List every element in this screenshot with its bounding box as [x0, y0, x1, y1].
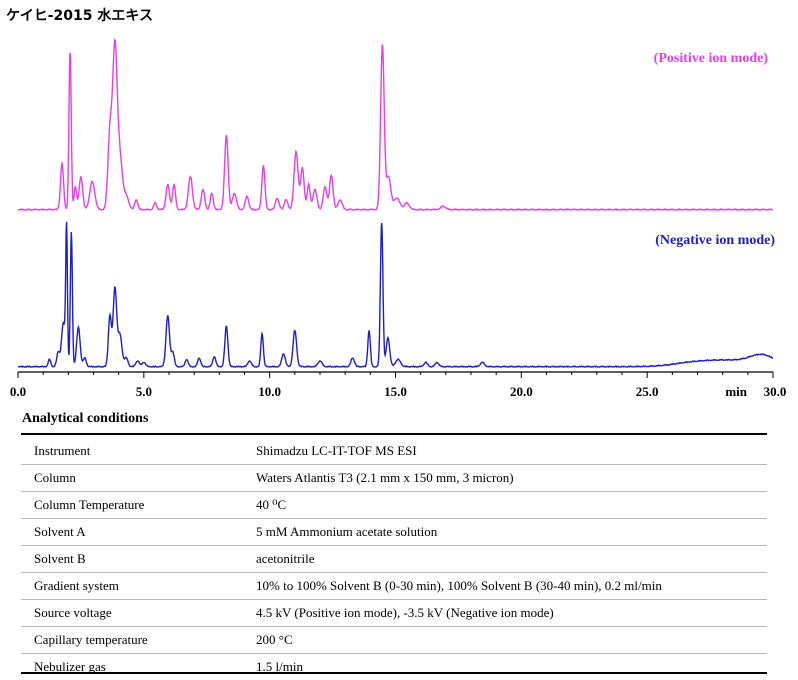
- x-tick-label: 10.0: [258, 384, 281, 399]
- condition-label: Source voltage: [21, 600, 256, 627]
- x-tick-label: 20.0: [510, 384, 533, 399]
- condition-value: Shimadzu LC-IT-TOF MS ESI: [256, 438, 767, 465]
- condition-value: 5 mM Ammonium acetate solution: [256, 519, 767, 546]
- condition-value: acetonitrile: [256, 546, 767, 573]
- condition-label: Column: [21, 465, 256, 492]
- x-tick-label: 15.0: [384, 384, 407, 399]
- negative-mode-legend: (Negative ion mode): [655, 233, 775, 248]
- condition-value: 1.5 l/min: [256, 654, 767, 680]
- x-tick-label: 5.0: [136, 384, 152, 399]
- condition-label: Gradient system: [21, 573, 256, 600]
- x-tick-label: 0.0: [10, 384, 26, 399]
- condition-label: Column Temperature: [21, 492, 256, 519]
- conditions-heading: Analytical conditions: [22, 411, 148, 427]
- condition-value: 40 ⁰C: [256, 492, 767, 519]
- condition-value: Waters Atlantis T3 (2.1 mm x 150 mm, 3 m…: [256, 465, 767, 492]
- condition-label: Nebulizer gas: [21, 654, 256, 680]
- condition-value: 200 °C: [256, 627, 767, 654]
- x-axis-unit-label: min: [725, 384, 747, 399]
- table-top-rule: [21, 433, 767, 435]
- condition-value: 10% to 100% Solvent B (0-30 min), 100% S…: [256, 573, 767, 600]
- condition-label: Solvent A: [21, 519, 256, 546]
- positive-mode-legend: (Positive ion mode): [654, 51, 769, 66]
- condition-value: 4.5 kV (Positive ion mode), -3.5 kV (Neg…: [256, 600, 767, 627]
- x-axis-end-label: 30.0: [764, 384, 787, 399]
- table-bottom-rule: [21, 672, 767, 674]
- x-tick-label: 25.0: [636, 384, 659, 399]
- condition-label: Solvent B: [21, 546, 256, 573]
- chromatogram-chart: (Positive ion mode) (Negative ion mode) …: [0, 0, 798, 405]
- condition-label: Instrument: [21, 438, 256, 465]
- condition-label: Capillary temperature: [21, 627, 256, 654]
